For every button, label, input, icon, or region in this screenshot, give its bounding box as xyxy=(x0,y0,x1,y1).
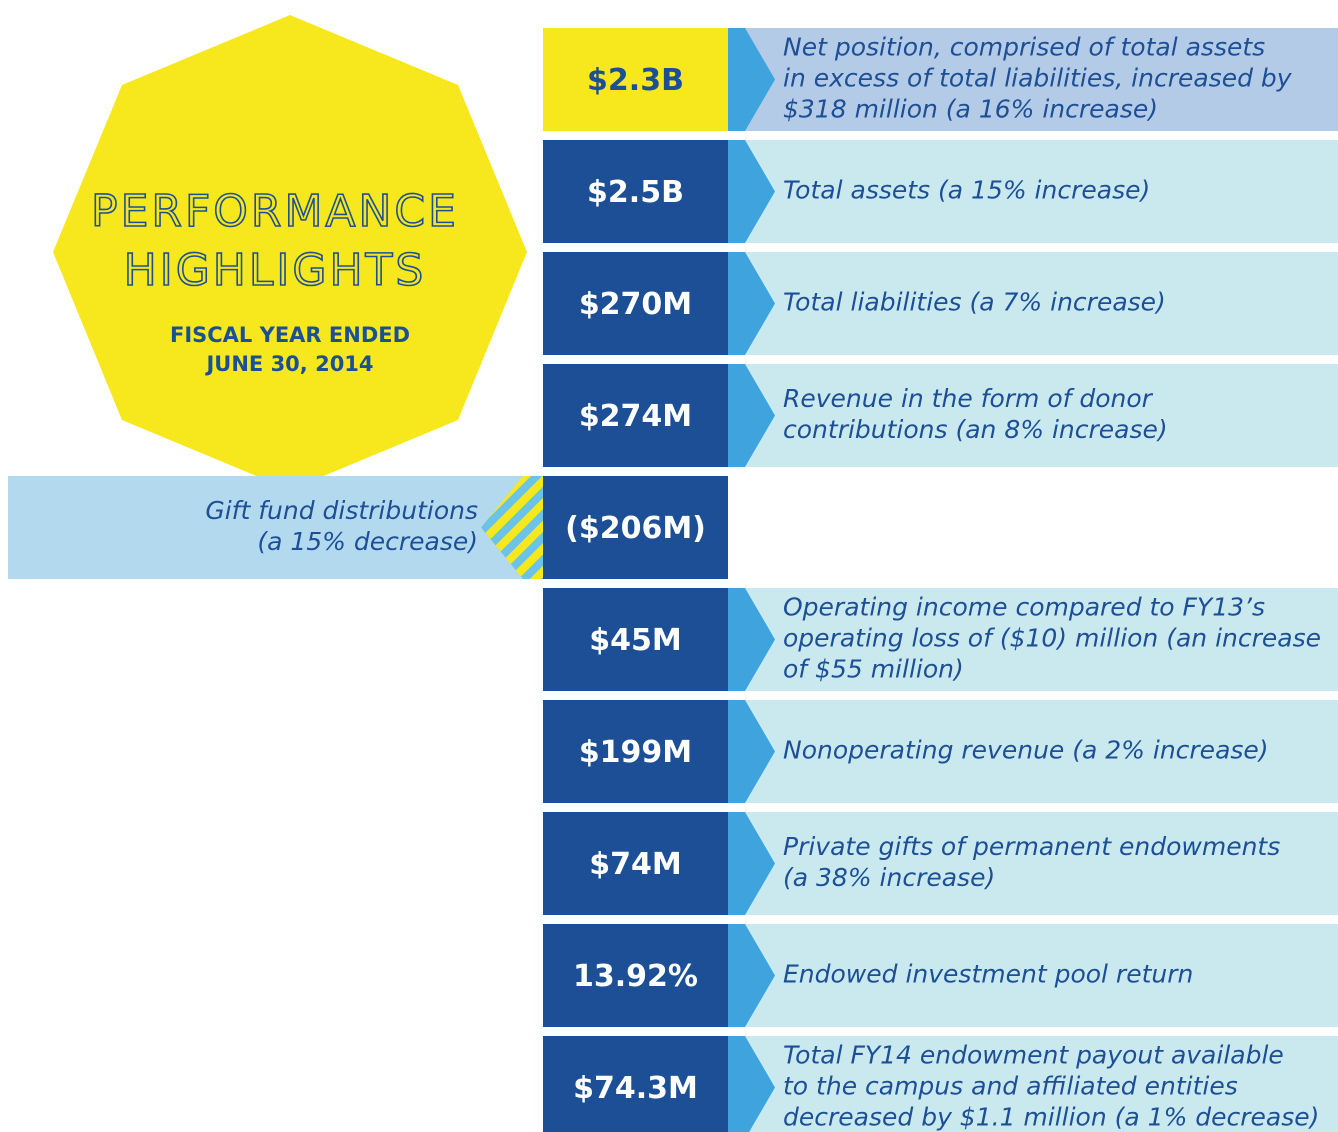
description-line: Private gifts of permanent endowments xyxy=(783,832,1280,861)
value-box xyxy=(543,252,728,355)
description-line: decreased by $1.1 million (a 1% decrease… xyxy=(783,1103,1319,1132)
description-line: to the campus and affiliated entities xyxy=(783,1072,1238,1101)
pattern-chevron xyxy=(481,476,543,579)
description-line: Total assets (a 15% increase) xyxy=(783,176,1150,205)
description-line: (a 38% increase) xyxy=(783,863,995,892)
value-box xyxy=(543,1036,728,1132)
description-line: in excess of total liabilities, increase… xyxy=(783,64,1293,93)
value-box xyxy=(543,588,728,691)
description-line: Endowed investment pool return xyxy=(783,960,1193,989)
description-line: operating loss of ($10) million (an incr… xyxy=(783,624,1321,653)
value-box xyxy=(543,924,728,1027)
value: $274M xyxy=(579,399,692,434)
description-line: Nonoperating revenue (a 2% increase) xyxy=(783,736,1269,765)
value-box xyxy=(543,140,728,243)
description-band xyxy=(728,812,1338,915)
value-box xyxy=(543,28,728,131)
arrow xyxy=(728,812,775,915)
value-box xyxy=(543,476,728,579)
value-box xyxy=(543,364,728,467)
value: 13.92% xyxy=(573,959,698,994)
arrow xyxy=(728,588,775,691)
arrow xyxy=(728,252,775,355)
description-band xyxy=(728,1036,1338,1132)
description-line: (a 15% decrease) xyxy=(257,527,478,556)
description-band xyxy=(728,588,1338,691)
value: ($206M) xyxy=(565,511,706,546)
arrow xyxy=(728,364,775,467)
arrow xyxy=(728,1036,775,1132)
description-band xyxy=(8,476,543,579)
arrow xyxy=(728,28,775,131)
value-box xyxy=(543,812,728,915)
description-line: Operating income compared to FY13’s xyxy=(783,593,1265,622)
description-band xyxy=(728,700,1338,803)
arrow xyxy=(728,140,775,243)
value: $45M xyxy=(589,623,681,658)
description-line: Total FY14 endowment payout available xyxy=(783,1041,1284,1070)
value-box xyxy=(543,700,728,803)
value: $2.3B xyxy=(587,63,684,98)
arrow xyxy=(728,924,775,1027)
title-line: HIGHLIGHTS xyxy=(124,245,427,296)
octagon xyxy=(53,15,527,490)
description-line: Total liabilities (a 7% increase) xyxy=(783,288,1166,317)
description-line: Net position, comprised of total assets xyxy=(783,33,1265,62)
description-band xyxy=(728,28,1338,131)
title-line: PERFORMANCE xyxy=(91,186,459,237)
description-line: Gift fund distributions xyxy=(205,496,478,525)
description-line: Revenue in the form of donor xyxy=(783,384,1154,413)
value: $270M xyxy=(579,287,692,322)
subtitle-line: JUNE 30, 2014 xyxy=(204,352,373,376)
description-band xyxy=(728,364,1338,467)
description-line: $318 million (a 16% increase) xyxy=(783,95,1158,124)
value: $74M xyxy=(589,847,681,882)
description-band xyxy=(728,924,1338,1027)
description-band xyxy=(728,252,1338,355)
subtitle-line: FISCAL YEAR ENDED xyxy=(170,323,410,347)
value: $74.3M xyxy=(573,1071,698,1106)
arrow xyxy=(728,700,775,803)
value: $199M xyxy=(579,735,692,770)
value: $2.5B xyxy=(587,175,684,210)
description-line: contributions (an 8% increase) xyxy=(783,415,1168,444)
description-band xyxy=(728,140,1338,243)
description-line: of $55 million) xyxy=(783,655,964,684)
